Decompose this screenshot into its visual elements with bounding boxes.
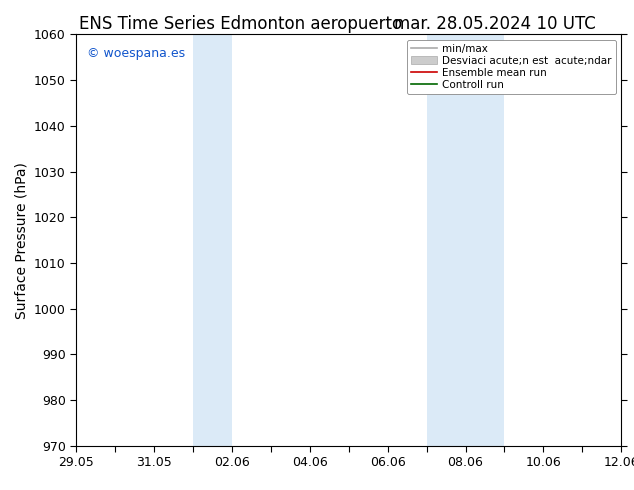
Text: © woespana.es: © woespana.es: [87, 47, 185, 60]
Bar: [427, 34, 505, 446]
Y-axis label: Surface Pressure (hPa): Surface Pressure (hPa): [14, 162, 29, 318]
Legend: min/max, Desviaci acute;n est  acute;ndar, Ensemble mean run, Controll run: min/max, Desviaci acute;n est acute;ndar…: [407, 40, 616, 94]
Text: mar. 28.05.2024 10 UTC: mar. 28.05.2024 10 UTC: [394, 15, 595, 33]
Bar: [193, 34, 232, 446]
Text: ENS Time Series Edmonton aeropuerto: ENS Time Series Edmonton aeropuerto: [79, 15, 403, 33]
